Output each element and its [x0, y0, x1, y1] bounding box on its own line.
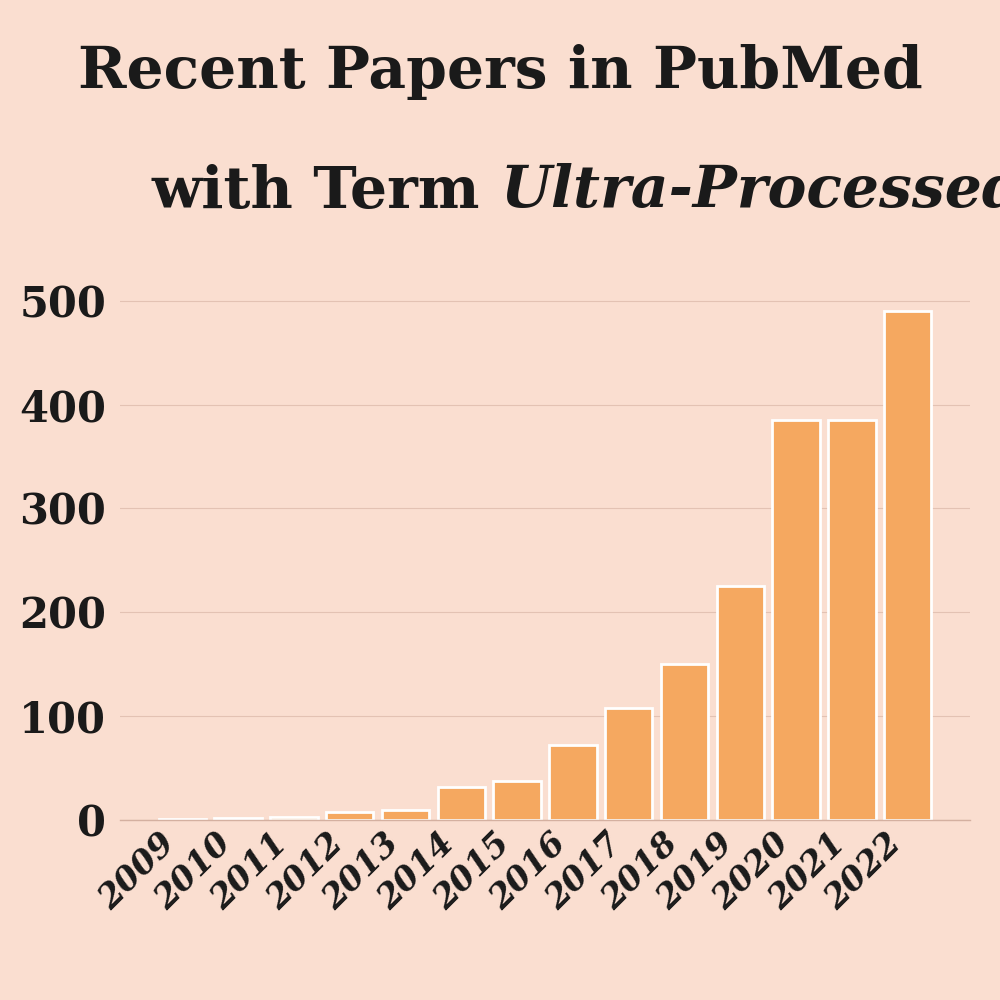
- Bar: [828, 420, 876, 820]
- Bar: [438, 787, 485, 820]
- Bar: [605, 708, 652, 820]
- Bar: [159, 819, 206, 820]
- Text: Recent Papers in PubMed: Recent Papers in PubMed: [78, 44, 922, 100]
- Bar: [493, 781, 541, 820]
- Bar: [214, 818, 262, 820]
- Bar: [884, 311, 931, 820]
- Bar: [270, 817, 318, 820]
- Text: Ultra-Processed: Ultra-Processed: [500, 163, 1000, 220]
- Bar: [326, 812, 373, 820]
- Bar: [382, 810, 429, 820]
- Bar: [717, 586, 764, 820]
- Bar: [549, 745, 597, 820]
- Bar: [772, 420, 820, 820]
- Bar: [661, 664, 708, 820]
- Text: with Term: with Term: [151, 164, 500, 220]
